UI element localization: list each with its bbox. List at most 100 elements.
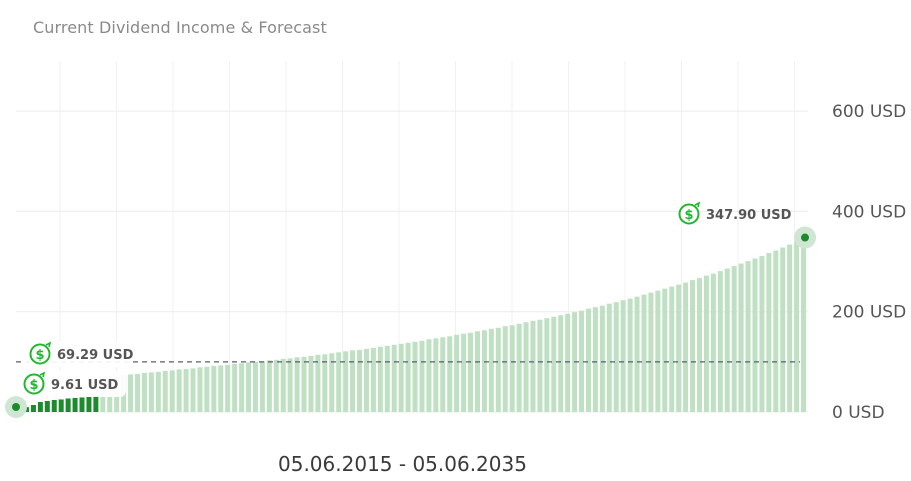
bar-forecast-87 <box>627 298 633 412</box>
callout-1: $69.29 USD <box>22 341 134 367</box>
bar-forecast-37 <box>280 358 286 412</box>
bar-current-2 <box>37 401 43 412</box>
svg-text:$: $ <box>684 208 693 223</box>
bar-forecast-98 <box>703 275 709 412</box>
bars-group <box>24 237 807 412</box>
bar-forecast-45 <box>336 352 342 412</box>
bar-forecast-54 <box>398 343 404 412</box>
bar-forecast-93 <box>669 286 675 412</box>
bar-current-3 <box>44 400 50 412</box>
bar-forecast-38 <box>287 358 293 412</box>
bar-forecast-74 <box>537 319 543 412</box>
bar-forecast-23 <box>183 368 189 412</box>
bar-forecast-94 <box>676 284 682 412</box>
bar-forecast-21 <box>169 370 175 412</box>
bar-forecast-20 <box>162 370 168 412</box>
bar-forecast-52 <box>384 345 390 412</box>
bar-forecast-99 <box>710 273 716 412</box>
bar-forecast-24 <box>190 368 196 412</box>
bar-forecast-64 <box>468 332 474 412</box>
bar-forecast-65 <box>474 331 480 412</box>
bar-forecast-47 <box>350 350 356 412</box>
dollar-refresh-icon: $ <box>678 201 701 225</box>
bar-forecast-17 <box>141 372 147 412</box>
bar-forecast-95 <box>683 282 689 412</box>
bar-forecast-41 <box>308 355 314 412</box>
bar-current-1 <box>30 404 36 412</box>
bar-forecast-67 <box>488 328 494 412</box>
callout-bg <box>16 371 126 397</box>
bar-forecast-31 <box>239 363 245 412</box>
bar-forecast-34 <box>259 361 265 412</box>
bar-forecast-26 <box>204 366 210 412</box>
first-point-marker <box>12 403 20 411</box>
bar-forecast-80 <box>579 310 585 412</box>
bar-forecast-29 <box>225 364 231 412</box>
bar-current-9 <box>86 396 92 412</box>
bar-forecast-102 <box>731 266 737 412</box>
svg-text:$: $ <box>35 348 44 363</box>
bar-forecast-32 <box>246 362 252 412</box>
bar-forecast-100 <box>717 271 723 412</box>
bar-forecast-103 <box>738 263 744 412</box>
bar-forecast-43 <box>322 354 328 412</box>
bar-current-6 <box>65 398 71 412</box>
bar-forecast-83 <box>599 305 605 412</box>
bar-forecast-57 <box>419 340 425 412</box>
bar-forecast-66 <box>481 330 487 412</box>
bar-forecast-101 <box>724 268 730 412</box>
bar-forecast-33 <box>252 361 258 412</box>
bar-forecast-22 <box>176 369 182 412</box>
bar-forecast-18 <box>148 372 154 412</box>
bar-forecast-53 <box>391 344 397 412</box>
bar-forecast-44 <box>329 353 335 412</box>
bar-forecast-69 <box>502 326 508 412</box>
dollar-refresh-icon: $ <box>29 341 52 365</box>
bar-forecast-36 <box>273 359 279 412</box>
y-tick-label-3: 600 USD <box>832 102 906 122</box>
bar-forecast-60 <box>440 337 446 412</box>
chart-title: Current Dividend Income & Forecast <box>33 18 327 37</box>
y-tick-label-1: 200 USD <box>832 303 906 323</box>
bar-current-10 <box>93 395 99 412</box>
bar-forecast-112 <box>801 237 807 412</box>
bar-forecast-77 <box>558 315 564 412</box>
bar-forecast-15 <box>128 374 134 412</box>
bar-forecast-108 <box>773 250 779 412</box>
bar-forecast-73 <box>530 320 536 412</box>
bar-forecast-75 <box>544 318 550 412</box>
bar-forecast-30 <box>232 363 238 412</box>
bar-current-5 <box>58 399 64 412</box>
value-callouts: $347.90 USD$ 69.29 USD$ 9.61 USD <box>16 201 792 397</box>
bar-forecast-28 <box>218 365 224 412</box>
bar-forecast-71 <box>516 323 522 412</box>
bar-forecast-55 <box>405 342 411 412</box>
bar-forecast-48 <box>357 349 363 412</box>
bar-forecast-19 <box>155 371 161 412</box>
bar-forecast-25 <box>197 367 203 412</box>
bar-forecast-49 <box>363 348 369 412</box>
y-tick-label-2: 400 USD <box>832 202 906 222</box>
callout-label-0: 347.90 USD <box>706 208 792 223</box>
callout-2: $9.61 USD <box>16 371 126 397</box>
bar-forecast-61 <box>447 336 453 412</box>
bar-forecast-63 <box>461 333 467 412</box>
bar-forecast-105 <box>752 258 758 412</box>
bar-forecast-59 <box>433 338 439 412</box>
bar-forecast-97 <box>696 278 702 412</box>
bar-current-7 <box>72 397 78 412</box>
bar-forecast-72 <box>523 322 529 412</box>
bar-forecast-110 <box>787 244 793 412</box>
bar-forecast-16 <box>135 373 141 412</box>
bar-forecast-106 <box>759 256 765 412</box>
bar-forecast-81 <box>585 308 591 412</box>
callout-0: $347.90 USD <box>678 201 792 225</box>
dollar-refresh-icon: $ <box>23 371 46 395</box>
y-tick-label-0: 0 USD <box>832 403 885 423</box>
bar-forecast-82 <box>592 307 598 412</box>
callout-label-1: 69.29 USD <box>57 348 134 363</box>
bar-forecast-92 <box>662 288 668 412</box>
bar-current-8 <box>79 397 85 412</box>
bar-forecast-58 <box>426 339 432 412</box>
bar-forecast-46 <box>343 351 349 412</box>
